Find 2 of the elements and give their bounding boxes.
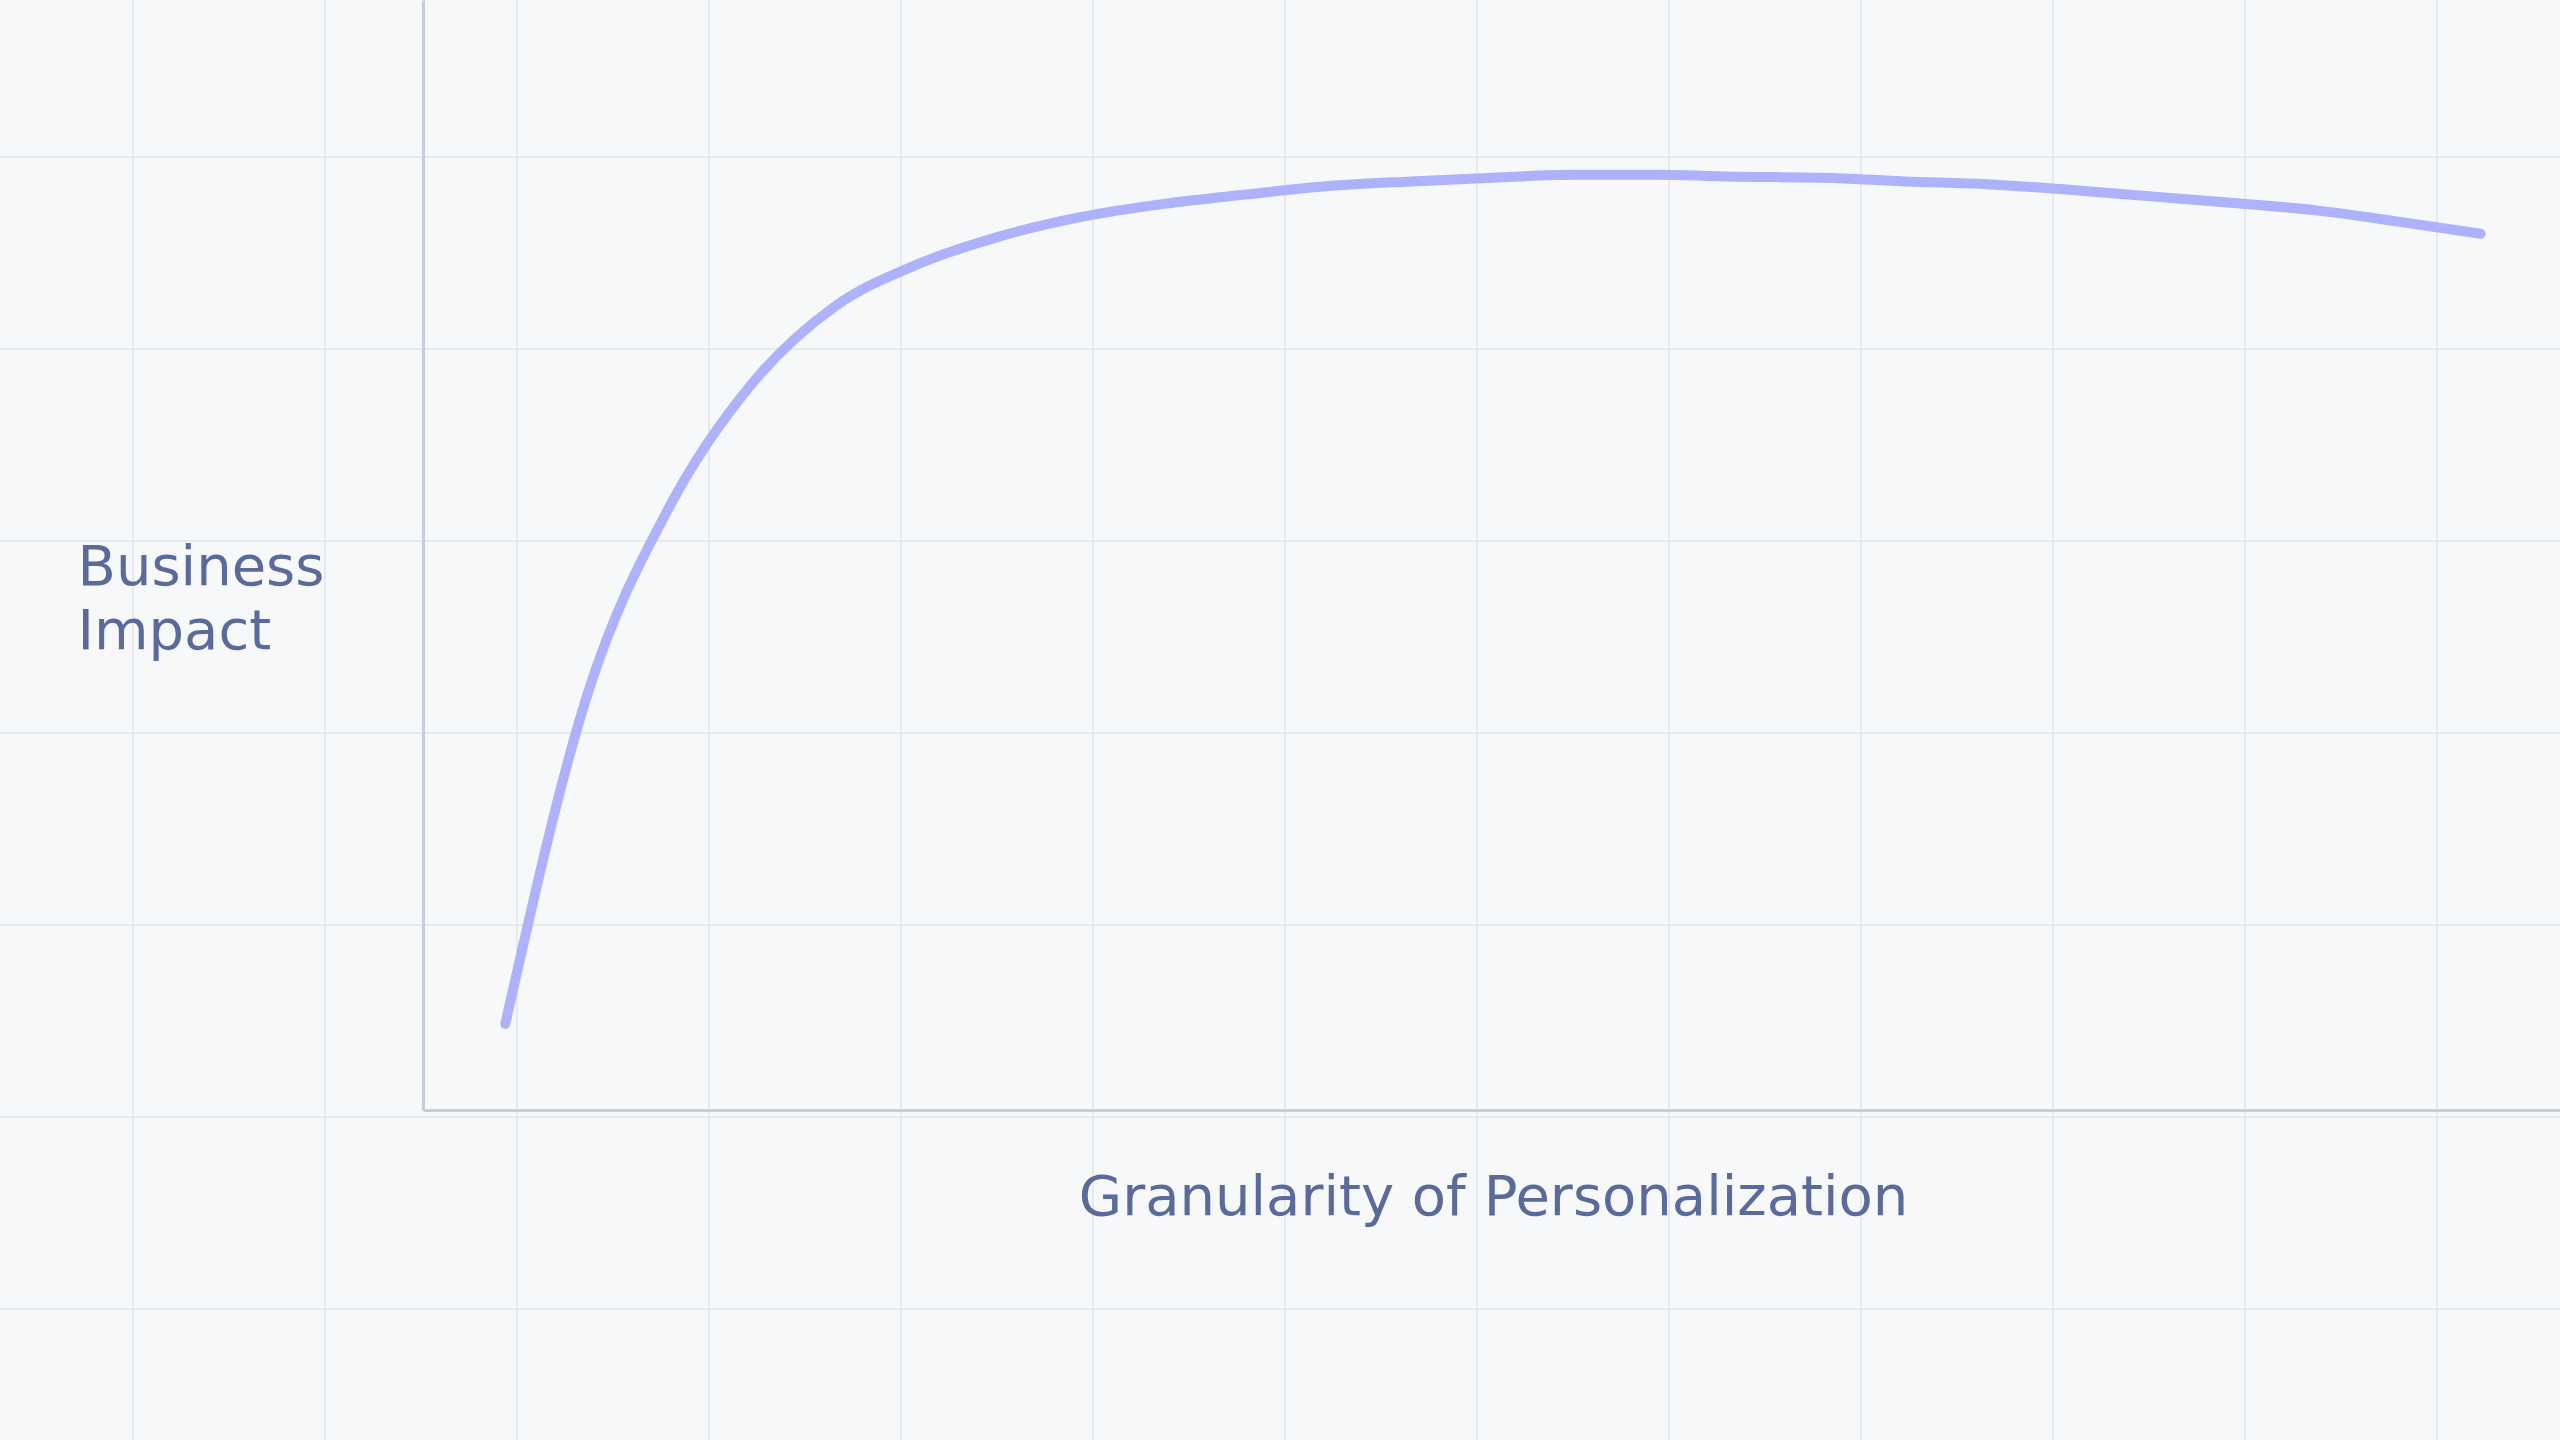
x-axis-title: Granularity of Personalization <box>1078 1162 1909 1228</box>
y-axis-title: Business Impact <box>77 532 325 662</box>
